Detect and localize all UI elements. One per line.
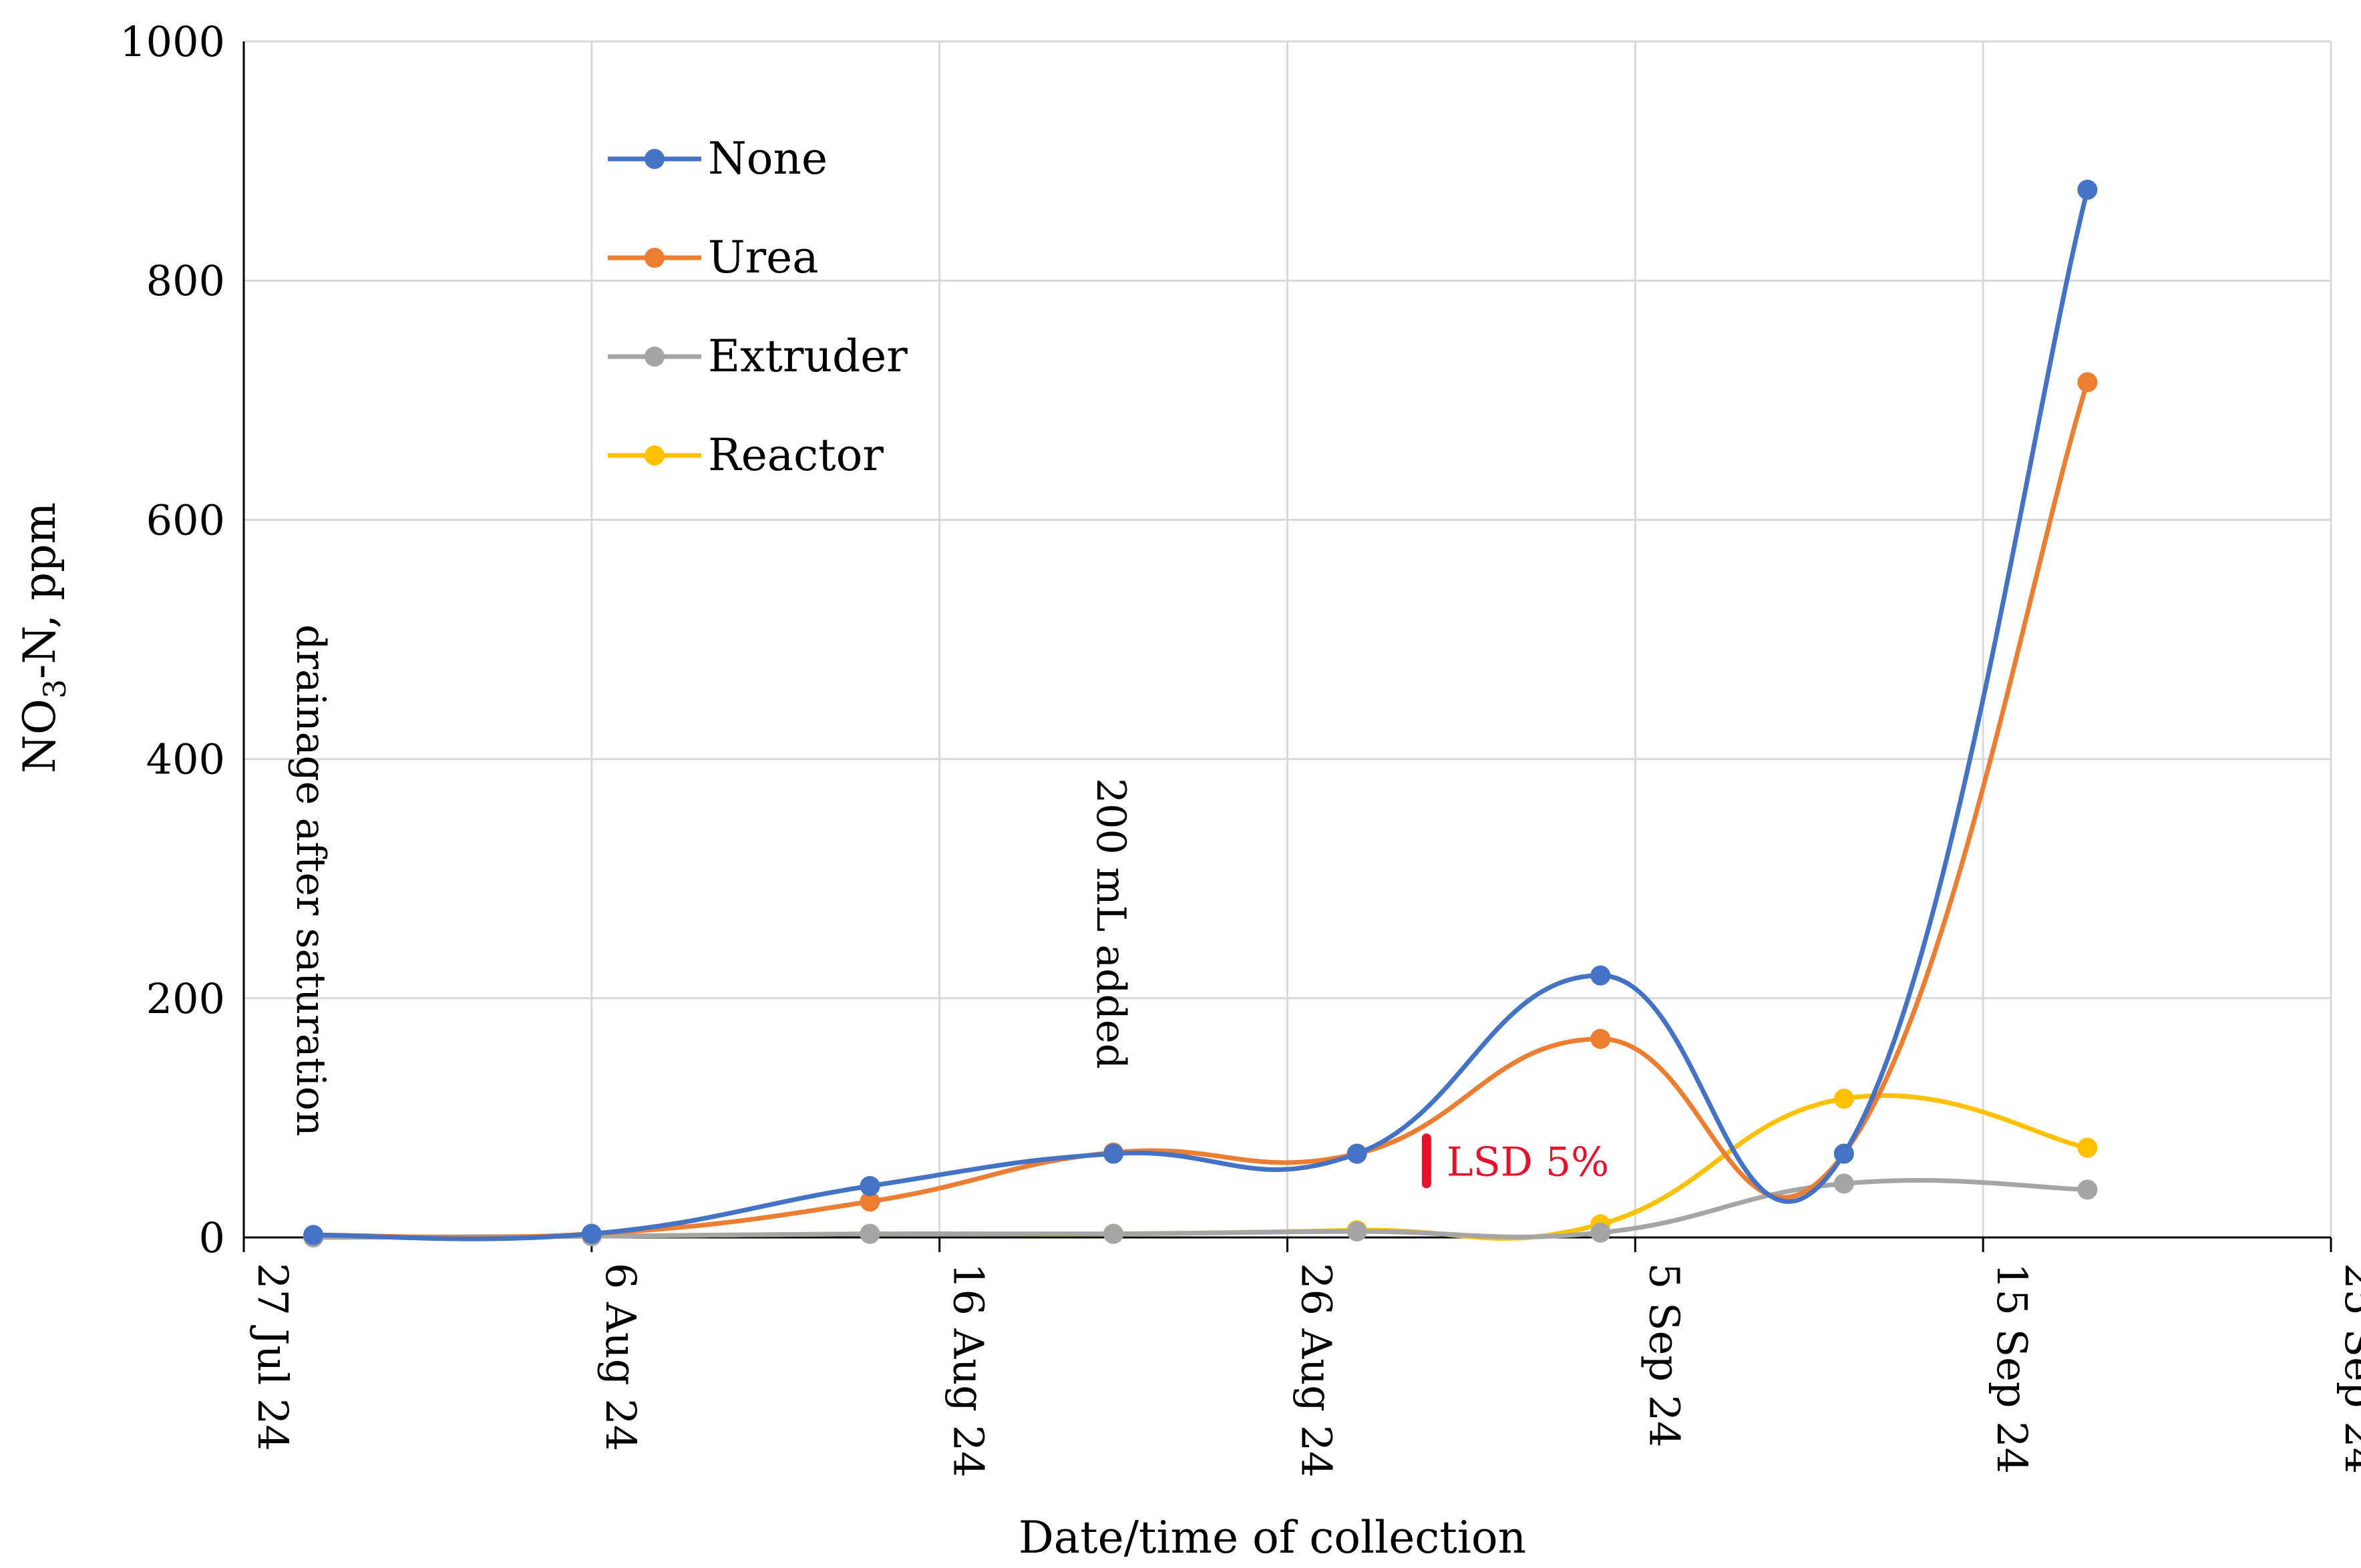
x-axis-title: Date/time of collection [1019, 1512, 1526, 1563]
data-point-extruder [2077, 1179, 2098, 1200]
data-point-urea [2077, 372, 2098, 393]
data-point-extruder [1346, 1221, 1367, 1242]
legend-marker-extruder [645, 347, 665, 367]
series-line-extruder [313, 1178, 2088, 1240]
axes: 0 200 400 600 800 1000 27 Jul 24 6 Aug 24 16 Aug… [120, 17, 2361, 1478]
x-tick-label: 15 Sep 24 [1988, 1263, 2036, 1474]
series-line-none [313, 189, 2090, 1241]
y-tick-label: 400 [146, 735, 225, 784]
annotations: drainage after saturation 200 mL added LSD… [287, 624, 1609, 1189]
data-point-urea [860, 1191, 880, 1212]
data-point-none [860, 1175, 880, 1196]
series-lines [313, 189, 2090, 1241]
series-line-urea [313, 381, 2090, 1240]
series-line-reactor [313, 1093, 2088, 1241]
x-tick-label: 27 Jul 24 [248, 1263, 297, 1451]
y-axis-title-prefix: NO [14, 699, 65, 773]
y-axis-title: NO3-N, ppm [14, 502, 73, 773]
data-point-extruder [860, 1223, 880, 1244]
legend: None Urea Extruder Reactor [608, 133, 908, 481]
data-point-none [1590, 965, 1611, 986]
lsd-label: LSD 5% [1447, 1139, 1609, 1185]
legend-label-none: None [708, 133, 828, 184]
data-point-urea [1590, 1028, 1611, 1049]
legend-label-extruder: Extruder [708, 331, 908, 382]
y-axis-title-subscript: 3 [37, 679, 73, 699]
data-point-none [1103, 1143, 1124, 1164]
y-tick-label: 0 [199, 1213, 225, 1262]
x-tick-label: 26 Aug 24 [1292, 1263, 1341, 1478]
y-tick-label: 800 [146, 256, 225, 305]
data-point-none [2077, 180, 2098, 200]
legend-label-urea: Urea [708, 232, 819, 283]
data-point-extruder [1590, 1222, 1611, 1243]
x-tick-label: 16 Aug 24 [944, 1263, 993, 1478]
annotation-label: drainage after saturation [287, 624, 334, 1137]
data-point-reactor [2077, 1137, 2098, 1158]
annotation-label: 200 mL added [1087, 778, 1134, 1069]
gridlines [244, 40, 2332, 1237]
legend-marker-urea [645, 248, 665, 268]
x-tick-label: 5 Sep 24 [1640, 1263, 1688, 1448]
data-point-reactor [1833, 1089, 1854, 1109]
y-tick-label: 200 [146, 974, 225, 1023]
data-point-none [303, 1225, 324, 1245]
data-point-extruder [1833, 1173, 1854, 1194]
data-point-none [1346, 1143, 1367, 1164]
y-tick-label: 600 [146, 496, 225, 544]
y-tick-label: 1000 [120, 17, 225, 66]
legend-marker-none [645, 149, 665, 169]
series-markers [303, 180, 2098, 1247]
data-point-none [1833, 1143, 1854, 1164]
data-point-extruder [1103, 1223, 1124, 1244]
y-axis-title-suffix: -N, ppm [14, 502, 65, 679]
legend-marker-reactor [645, 445, 665, 465]
x-tick-label: 25 Sep 24 [2336, 1263, 2361, 1474]
legend-label-reactor: Reactor [708, 429, 884, 481]
data-point-none [581, 1223, 602, 1244]
x-tick-label: 6 Aug 24 [596, 1263, 645, 1451]
